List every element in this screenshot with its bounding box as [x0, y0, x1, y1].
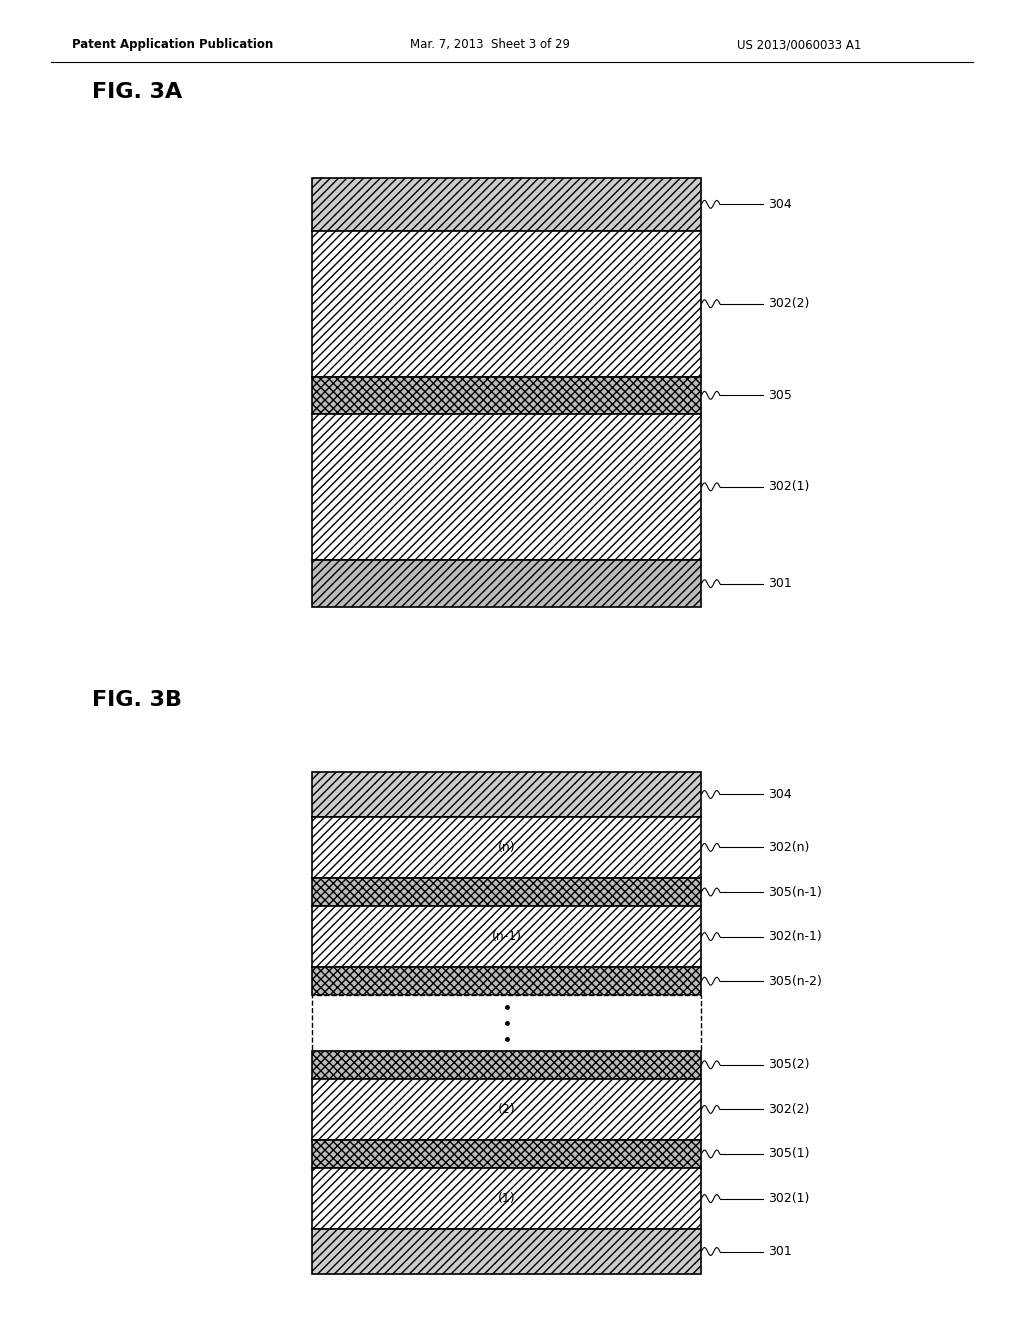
Text: US 2013/0060033 A1: US 2013/0060033 A1	[737, 38, 861, 51]
Text: Patent Application Publication: Patent Application Publication	[72, 38, 273, 51]
Text: (2): (2)	[498, 1104, 516, 1115]
Bar	[312, 178, 701, 231]
Text: 305(2): 305(2)	[768, 1059, 810, 1072]
Text: 301: 301	[768, 1245, 792, 1258]
Bar	[312, 906, 701, 968]
Bar	[312, 1051, 701, 1078]
Text: 304: 304	[768, 788, 792, 801]
Bar	[312, 1168, 701, 1229]
Text: 302(2): 302(2)	[768, 297, 809, 310]
Bar	[312, 1229, 701, 1274]
Text: Mar. 7, 2013  Sheet 3 of 29: Mar. 7, 2013 Sheet 3 of 29	[410, 38, 569, 51]
Bar	[312, 772, 701, 817]
Text: 305: 305	[768, 389, 792, 401]
Bar	[312, 995, 701, 1051]
Text: 305(n-1): 305(n-1)	[768, 886, 822, 899]
Bar	[312, 968, 701, 995]
Text: (1): (1)	[498, 1192, 516, 1205]
Bar	[312, 413, 701, 560]
Text: FIG. 3A: FIG. 3A	[92, 82, 182, 103]
Bar	[312, 560, 701, 607]
Text: 302(1): 302(1)	[768, 480, 809, 494]
Bar	[312, 817, 701, 878]
Bar	[312, 378, 701, 413]
Text: FIG. 3B: FIG. 3B	[92, 689, 182, 710]
Bar	[312, 231, 701, 378]
Bar	[312, 1078, 701, 1140]
Text: 301: 301	[768, 577, 792, 590]
Text: 304: 304	[768, 198, 792, 211]
Bar	[312, 878, 701, 906]
Text: 302(2): 302(2)	[768, 1104, 809, 1115]
Text: (n): (n)	[498, 841, 516, 854]
Text: 302(1): 302(1)	[768, 1192, 809, 1205]
Text: (n-1): (n-1)	[492, 931, 522, 942]
Text: 305(n-2): 305(n-2)	[768, 974, 822, 987]
Text: 302(n-1): 302(n-1)	[768, 931, 821, 942]
Text: 302(n): 302(n)	[768, 841, 809, 854]
Text: 305(1): 305(1)	[768, 1147, 810, 1160]
Bar	[312, 1140, 701, 1168]
